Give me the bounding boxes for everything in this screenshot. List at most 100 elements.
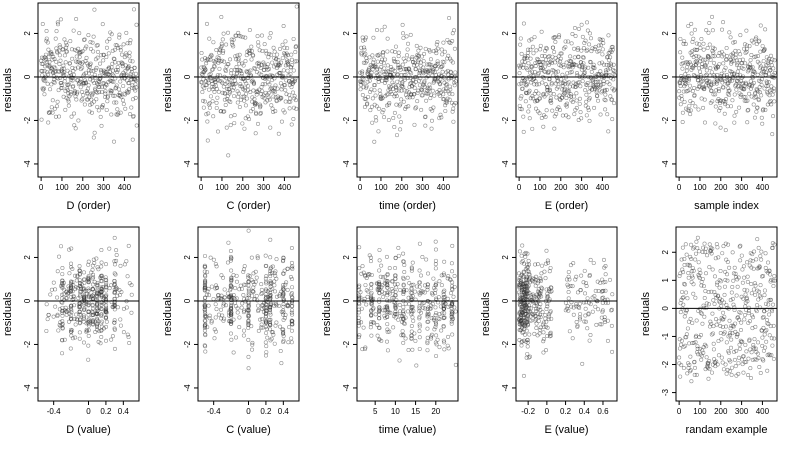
data-point [691,291,696,296]
data-point [707,359,712,364]
data-point [104,55,109,60]
data-point [523,254,528,259]
data-point [434,353,439,358]
data-point [98,68,103,73]
data-point [585,83,590,88]
data-point [443,100,448,105]
data-point [273,89,278,94]
data-point [446,304,451,309]
data-point [519,343,524,348]
data-point [583,306,588,311]
data-point [422,306,427,311]
data-point [277,303,282,308]
data-point [590,309,595,314]
data-point [287,325,292,330]
data-point [264,274,269,279]
data-point [397,65,402,70]
data-point [530,94,535,99]
data-point [134,22,139,27]
data-point [445,56,450,61]
data-point [262,305,267,310]
data-point [287,92,292,97]
data-point [80,97,85,102]
data-point [115,68,120,73]
x-tick-label: 200 [76,183,90,192]
data-point [605,80,610,85]
data-point [127,54,132,59]
data-point [289,122,294,127]
x-tick-label: 100 [693,183,707,192]
data-point [377,88,382,93]
data-point [405,275,410,280]
data-point [69,317,74,322]
data-point [753,292,758,297]
data-point [734,334,739,339]
data-point [112,346,117,351]
data-point [540,263,545,268]
data-point [59,299,64,304]
data-point [440,64,445,69]
data-point [212,64,217,69]
data-point [209,319,214,324]
data-point [100,22,105,27]
data-point [682,281,687,286]
data-point [99,248,104,253]
data-point [127,87,132,92]
data-point [723,128,728,133]
data-point [278,46,283,51]
data-point [378,75,383,80]
data-point [385,285,390,290]
data-point [262,96,267,101]
data-point [78,85,83,90]
data-point [243,59,248,64]
data-point [395,282,400,287]
data-point [246,318,251,323]
data-point [364,84,369,89]
data-point [246,320,251,325]
data-point [709,88,714,93]
x-axis-label: E (order) [545,200,588,212]
data-point [453,70,458,75]
data-point [211,296,216,301]
data-point [273,269,278,274]
data-point [255,34,260,39]
data-point [519,51,524,56]
y-tick-label: 2 [342,255,351,260]
data-point [441,306,446,311]
data-point [81,319,86,324]
data-point [517,302,522,307]
data-point [568,92,573,97]
data-points [356,239,458,368]
data-point [579,67,584,72]
data-point [223,103,228,108]
data-point [252,81,257,86]
data-point [453,309,458,314]
data-point [599,322,604,327]
data-point [126,335,131,340]
data-point [369,320,374,325]
data-point [527,38,532,43]
data-point [86,302,91,307]
data-point [282,110,287,115]
data-point [357,302,362,307]
x-tick-label: 300 [575,183,589,192]
data-point [518,42,523,47]
data-point [449,319,454,324]
data-point [557,108,562,113]
data-point [263,253,268,258]
data-point [133,88,138,93]
data-point [385,327,390,332]
data-point [451,106,456,111]
data-point [202,282,207,287]
data-point [402,270,407,275]
data-point [377,247,382,252]
data-point [244,296,249,301]
data-point [521,129,526,134]
data-point [94,323,99,328]
data-point [60,272,65,277]
data-point [713,121,718,126]
data-point [709,321,714,326]
data-point [602,97,607,102]
data-point [272,341,277,346]
data-point [44,70,49,75]
